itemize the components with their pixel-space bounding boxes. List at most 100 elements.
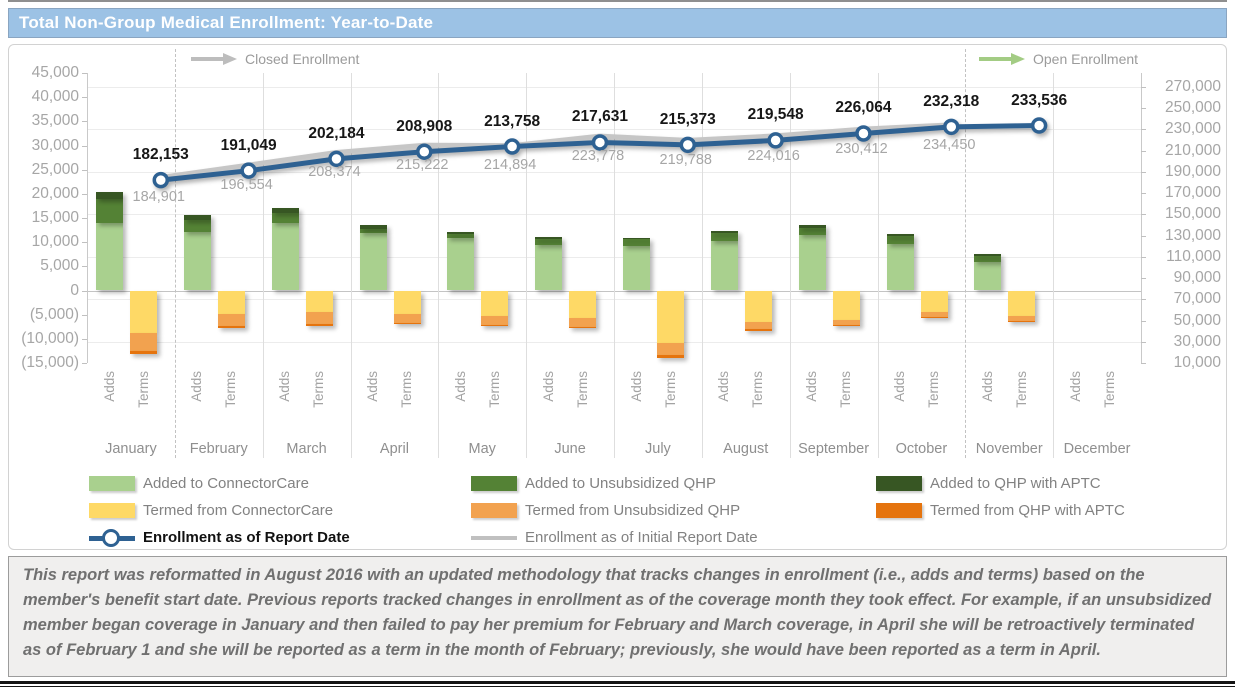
bar-segment	[832, 325, 860, 326]
bar-segment	[710, 233, 738, 242]
bar-segment	[535, 237, 563, 239]
closed-enrollment-annotation: Closed Enrollment	[191, 51, 359, 67]
bar-segment	[535, 245, 563, 291]
bar-segment	[569, 318, 597, 328]
month-separator	[614, 73, 615, 458]
initial-report-date-label: 224,016	[747, 147, 800, 164]
line-marker	[855, 125, 872, 142]
left-axis-label: (15,000)	[21, 354, 79, 371]
right-axis-label: 250,000	[1164, 99, 1221, 117]
right-axis-tick	[1141, 363, 1146, 364]
left-axis-label: (10,000)	[21, 329, 79, 347]
initial-report-date-label: 196,554	[220, 176, 273, 193]
right-axis-label: 90,000	[1173, 269, 1221, 287]
legend-swatch-rect	[471, 476, 517, 491]
left-axis-tick	[82, 363, 87, 364]
bar-segment	[623, 246, 650, 291]
legend-item: Added to QHP with APTC	[876, 475, 1101, 492]
right-axis-label: 210,000	[1164, 141, 1221, 159]
bar-segment	[798, 227, 826, 236]
bar-segment	[130, 290, 157, 333]
month-label: April	[379, 441, 409, 457]
month-label: October	[895, 441, 948, 457]
bar-segment	[832, 290, 860, 320]
bar-segment	[217, 314, 245, 326]
adds-axis-label: Adds	[716, 371, 732, 402]
bar-segment	[271, 223, 299, 291]
terms-axis-label: Terms	[486, 371, 502, 408]
enrollment-period-divider	[174, 49, 176, 458]
bar-segment	[920, 290, 948, 313]
legend-label: Termed from QHP with APTC	[930, 502, 1125, 519]
bar-segment	[657, 290, 684, 344]
terms-axis-label: Terms	[1101, 371, 1117, 408]
adds-axis-label: Adds	[452, 371, 468, 402]
report-date-label: 213,758	[484, 112, 541, 130]
month-label: July	[645, 441, 671, 457]
month-label: February	[189, 441, 248, 457]
right-axis-label: 50,000	[1173, 311, 1221, 329]
line-marker	[240, 162, 257, 179]
bar-segment	[1008, 321, 1036, 323]
plot-area: Closed Enrollment Open Enrollment 182,15…	[87, 49, 1142, 458]
month-separator	[526, 73, 528, 458]
adds-axis-label: Adds	[365, 371, 380, 402]
open-enrollment-arrow-icon	[979, 53, 1025, 65]
line-marker	[503, 138, 521, 155]
line-marker	[767, 132, 784, 149]
terms-axis-label: Terms	[926, 371, 941, 408]
report-date-label: 233,536	[1011, 91, 1068, 109]
report-date-label: 232,318	[923, 92, 980, 110]
right-axis-tick	[1141, 86, 1146, 88]
open-enrollment-annotation: Open Enrollment	[979, 51, 1138, 67]
legend-swatch-rect	[89, 503, 135, 518]
bar-segment	[886, 244, 914, 291]
bar-segment	[183, 219, 211, 233]
enrollment-lines	[152, 117, 1048, 189]
bar-segment	[447, 232, 475, 234]
legend-item: Enrollment as of Report Date	[89, 528, 350, 547]
report-date-label: 182,153	[132, 146, 189, 164]
bar-segment	[657, 354, 684, 358]
left-axis-tick	[82, 290, 87, 292]
initial-report-date-label: 208,374	[308, 164, 361, 181]
report-date-label: 208,908	[396, 117, 453, 135]
closed-enrollment-arrow-icon	[191, 53, 237, 65]
report-title-bar: Total Non-Group Medical Enrollment: Year…	[8, 8, 1227, 38]
left-axis-label: 10,000	[31, 233, 79, 251]
adds-axis-label: Adds	[277, 371, 293, 402]
legend-label: Termed from ConnectorCare	[143, 502, 334, 519]
legend-label: Enrollment as of Report Date	[143, 529, 350, 546]
report-date-label: 202,184	[308, 124, 365, 142]
initial-report-date-label: 184,901	[132, 189, 185, 206]
adds-axis-label: Adds	[804, 371, 820, 402]
bar-segment	[447, 238, 475, 291]
enrollment-period-divider	[965, 49, 967, 458]
month-separator	[701, 73, 703, 458]
month-label: December	[1063, 441, 1131, 457]
bar-segment	[183, 214, 211, 220]
left-axis-label: 40,000	[31, 88, 79, 106]
bar-segment	[481, 324, 509, 326]
legend-marker	[102, 528, 120, 547]
left-axis-tick	[82, 218, 87, 219]
methodology-text: This report was reformatted in August 20…	[23, 566, 1212, 659]
right-axis-label: 270,000	[1164, 77, 1221, 95]
right-axis-label: 30,000	[1173, 332, 1221, 350]
bar-segment	[96, 199, 123, 224]
bar-segment	[798, 235, 826, 291]
right-axis-label: 110,000	[1166, 247, 1221, 265]
legend-swatch-rect	[471, 503, 517, 518]
terms-axis-label: Terms	[662, 371, 678, 408]
month-separator	[789, 73, 791, 458]
terms-axis-label: Terms	[574, 371, 590, 408]
right-axis-tick	[1141, 299, 1146, 301]
adds-axis-label: Adds	[628, 371, 644, 402]
right-axis-label: 130,000	[1164, 226, 1221, 244]
bar-segment	[569, 327, 597, 329]
bar-segment	[569, 290, 597, 319]
bar-segment	[130, 332, 157, 351]
bar-segment	[217, 325, 245, 329]
left-axis-label: 45,000	[31, 64, 79, 81]
right-axis-tick	[1141, 171, 1146, 173]
